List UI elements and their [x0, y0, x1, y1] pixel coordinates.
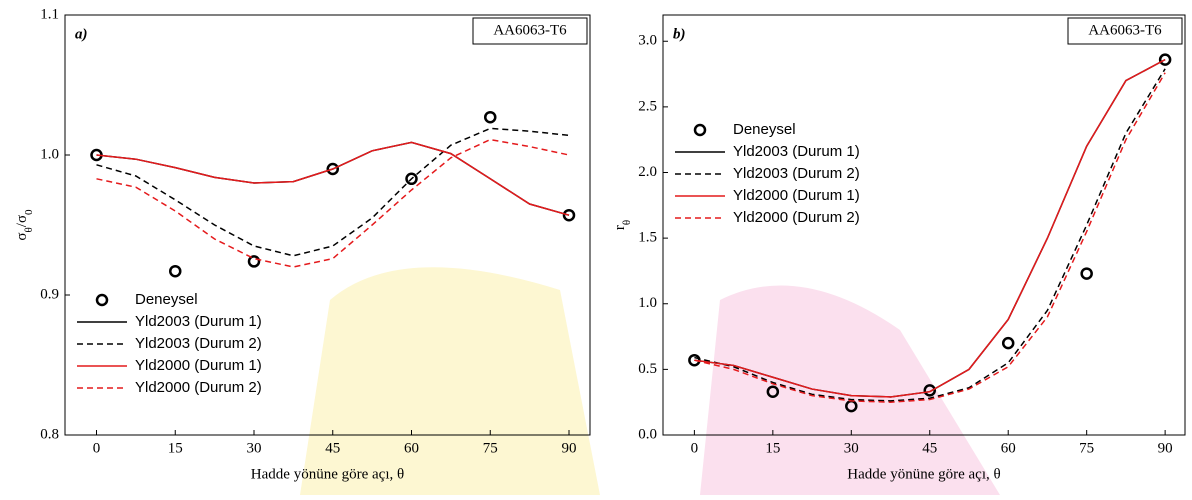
- material-label: AA6063-T6: [1088, 22, 1162, 38]
- y-axis-label: σθ/σ0: [14, 209, 34, 241]
- x-tick-label: 75: [1079, 440, 1094, 456]
- legend-marker: [693, 123, 707, 137]
- series-line: [96, 127, 570, 257]
- legend-label: Deneysel: [135, 291, 198, 308]
- panel-label: a): [75, 26, 88, 42]
- legend-label: Yld2000 (Durum 1): [135, 357, 262, 374]
- x-tick-label: 15: [168, 440, 183, 456]
- watermark-yellow: [300, 267, 600, 495]
- data-point: [1080, 267, 1093, 280]
- legend-marker: [95, 293, 109, 307]
- plot-frame: [64, 14, 591, 436]
- data-point: [1158, 53, 1172, 66]
- data-point: [169, 264, 182, 278]
- y-label-part: r: [612, 225, 628, 230]
- x-tick-label: 60: [404, 440, 419, 456]
- legend-label: Yld2000 (Durum 2): [733, 209, 860, 226]
- y-tick-label: 2.0: [638, 164, 657, 180]
- y-axis-label: rθ: [612, 220, 632, 230]
- panel-label: b): [673, 26, 686, 42]
- y-tick-label: 1.0: [40, 146, 59, 162]
- material-box: [472, 17, 588, 45]
- x-tick-label: 0: [93, 440, 101, 456]
- y-label-part: θ: [23, 227, 35, 232]
- material-label: AA6063-T6: [493, 22, 567, 38]
- data-point: [923, 384, 937, 397]
- plot-frame: [662, 14, 1186, 436]
- y-label-part: θ: [621, 220, 633, 225]
- x-axis-label: Hadde yönüne göre açı, θ: [847, 466, 1000, 482]
- y-tick-label: 0.8: [40, 426, 59, 442]
- data-point: [326, 162, 339, 176]
- y-tick-label: 2.5: [638, 98, 657, 114]
- data-point: [562, 208, 576, 222]
- x-tick-label: 45: [922, 440, 937, 456]
- x-tick-label: 60: [1001, 440, 1016, 456]
- y-tick-label: 1.5: [638, 230, 657, 246]
- x-tick-label: 0: [691, 440, 699, 456]
- x-tick-label: 30: [247, 440, 262, 456]
- data-point: [405, 172, 418, 186]
- watermark-pink: [700, 285, 1000, 495]
- y-tick-label: 0.9: [40, 286, 59, 302]
- y-tick-label: 0.5: [638, 361, 657, 377]
- data-point: [484, 110, 497, 124]
- y-tick-label: 3.0: [638, 33, 657, 49]
- x-tick-label: 15: [765, 440, 780, 456]
- y-label-part: 0: [23, 209, 35, 215]
- legend-label: Yld2003 (Durum 1): [733, 143, 860, 160]
- x-tick-label: 90: [1158, 440, 1173, 456]
- legend-label: Yld2003 (Durum 1): [135, 313, 262, 330]
- legend-label: Yld2000 (Durum 1): [733, 187, 860, 204]
- y-label-part: σ: [14, 232, 30, 240]
- series-line: [694, 72, 1166, 403]
- legend-label: Deneysel: [733, 121, 796, 138]
- series-line: [694, 68, 1166, 402]
- y-label-part: /σ: [14, 215, 30, 227]
- series-line: [96, 138, 570, 268]
- y-tick-label: 1.1: [40, 6, 59, 22]
- x-tick-label: 75: [483, 440, 498, 456]
- series-line: [694, 58, 1166, 398]
- legend-label: Yld2000 (Durum 2): [135, 379, 262, 396]
- x-tick-label: 90: [562, 440, 577, 456]
- y-tick-label: 0.0: [638, 426, 657, 442]
- legend-label: Yld2003 (Durum 2): [733, 165, 860, 182]
- x-tick-label: 30: [844, 440, 859, 456]
- x-axis-label: Hadde yönüne göre açı, θ: [251, 466, 404, 482]
- legend-label: Yld2003 (Durum 2): [135, 335, 262, 352]
- data-point: [766, 385, 780, 398]
- series-line: [96, 141, 570, 216]
- x-tick-label: 45: [325, 440, 340, 456]
- series-line: [96, 141, 570, 216]
- data-point: [247, 255, 261, 268]
- data-point: [1001, 336, 1015, 350]
- material-box: [1067, 17, 1183, 45]
- y-tick-label: 1.0: [638, 295, 657, 311]
